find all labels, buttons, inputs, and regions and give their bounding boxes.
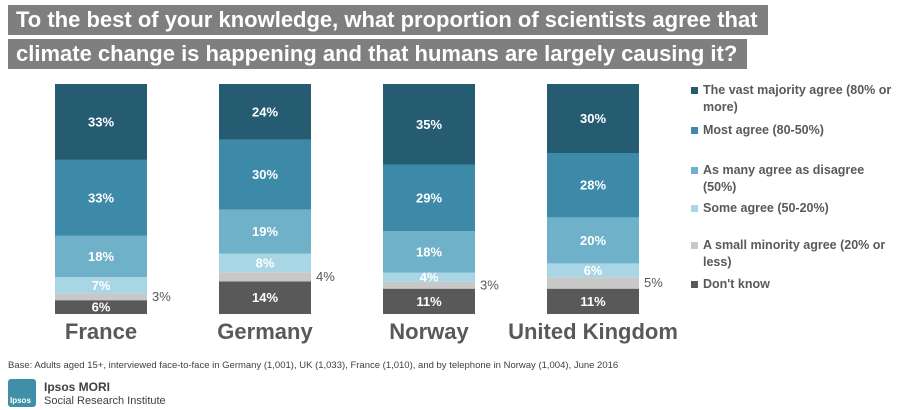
data-label-as_many: 20% [580, 233, 606, 248]
data-label-as_many: 18% [416, 244, 442, 259]
data-label-small_minority: 4% [316, 269, 335, 284]
bar-segment-small_minority [219, 272, 311, 282]
bar-segment-as_many [219, 209, 311, 254]
legend-item: Some agree (50-20%) [691, 200, 896, 217]
legend-swatch [691, 127, 698, 134]
legend-swatch [691, 281, 698, 288]
data-label-most: 29% [416, 190, 442, 205]
bar-segment-some [547, 263, 639, 278]
legend-item: As many agree as disagree (50%) [691, 162, 896, 196]
legend-swatch [691, 205, 698, 212]
bar-segment-some [219, 253, 311, 273]
category-label: France [65, 319, 137, 344]
data-label-small_minority: 3% [480, 277, 499, 292]
bar-segment-some [383, 272, 475, 282]
data-label-as_many: 18% [88, 249, 114, 264]
data-label-dont_know: 11% [580, 294, 606, 309]
chart-title-line-2: climate change is happening and that hum… [8, 39, 748, 69]
bar-segment-some [55, 277, 147, 294]
legend-label: As many agree as disagree (50%) [703, 163, 865, 194]
bar-segment-most [55, 159, 147, 236]
data-label-dont_know: 14% [252, 290, 278, 305]
bar-segment-small_minority [383, 281, 475, 289]
data-label-vast_majority: 35% [416, 117, 442, 132]
bar-segment-as_many [547, 217, 639, 264]
legend-item: Most agree (80-50%) [691, 122, 896, 139]
logo-text: Ipsos [10, 396, 31, 405]
bar-segment-vast_majority [55, 84, 147, 160]
org-subtitle: Social Research Institute [44, 395, 166, 407]
bar-segment-vast_majority [383, 84, 475, 165]
bar-segment-dont_know [547, 288, 639, 314]
legend-item: The vast majority agree (80% or more) [691, 82, 896, 116]
legend-item: Don't know [691, 276, 896, 293]
base-footnote: Base: Adults aged 15+, interviewed face-… [8, 360, 619, 371]
legend-label: A small minority agree (20% or less) [703, 238, 886, 269]
org-name: Ipsos MORI [44, 380, 111, 394]
legend-swatch [691, 167, 698, 174]
bar-segment-vast_majority [547, 84, 639, 153]
bar-segment-small_minority [547, 277, 639, 289]
legend-label: Some agree (50-20%) [703, 201, 829, 215]
category-label: Germany [217, 319, 313, 344]
data-label-most: 30% [252, 167, 278, 182]
data-label-small_minority: 3% [152, 289, 171, 304]
legend-item: A small minority agree (20% or less) [691, 237, 896, 271]
bar-segment-dont_know [55, 300, 147, 314]
data-label-most: 28% [580, 178, 606, 193]
data-label-dont_know: 6% [92, 300, 111, 315]
legend-swatch [691, 87, 698, 94]
data-label-some: 4% [420, 270, 439, 285]
data-label-vast_majority: 24% [252, 104, 278, 119]
bar-segment-as_many [55, 235, 147, 278]
bar-segment-dont_know [383, 288, 475, 314]
bar-segment-as_many [383, 231, 475, 273]
data-label-as_many: 19% [252, 224, 278, 239]
bar-segment-dont_know [219, 281, 311, 314]
legend-label: Most agree (80-50%) [703, 123, 824, 137]
data-label-small_minority: 5% [644, 275, 663, 290]
category-label: Norway [389, 319, 469, 344]
data-label-some: 7% [92, 278, 111, 293]
bar-segment-most [383, 164, 475, 232]
legend-swatch [691, 242, 698, 249]
data-label-most: 33% [88, 190, 114, 205]
data-label-some: 8% [256, 255, 275, 270]
data-label-dont_know: 11% [416, 294, 442, 309]
bar-segment-most [547, 153, 639, 218]
ipsos-logo: Ipsos [8, 379, 36, 407]
bar-segment-vast_majority [219, 84, 311, 140]
legend-label: Don't know [703, 277, 770, 291]
data-label-some: 6% [584, 263, 603, 278]
bar-segment-small_minority [55, 293, 147, 301]
legend-label: The vast majority agree (80% or more) [703, 83, 892, 114]
category-label: United Kingdom [508, 319, 678, 344]
chart-title-line-1: To the best of your knowledge, what prop… [8, 5, 768, 35]
bar-segment-most [219, 139, 311, 210]
data-label-vast_majority: 30% [580, 111, 606, 126]
data-label-vast_majority: 33% [88, 114, 114, 129]
